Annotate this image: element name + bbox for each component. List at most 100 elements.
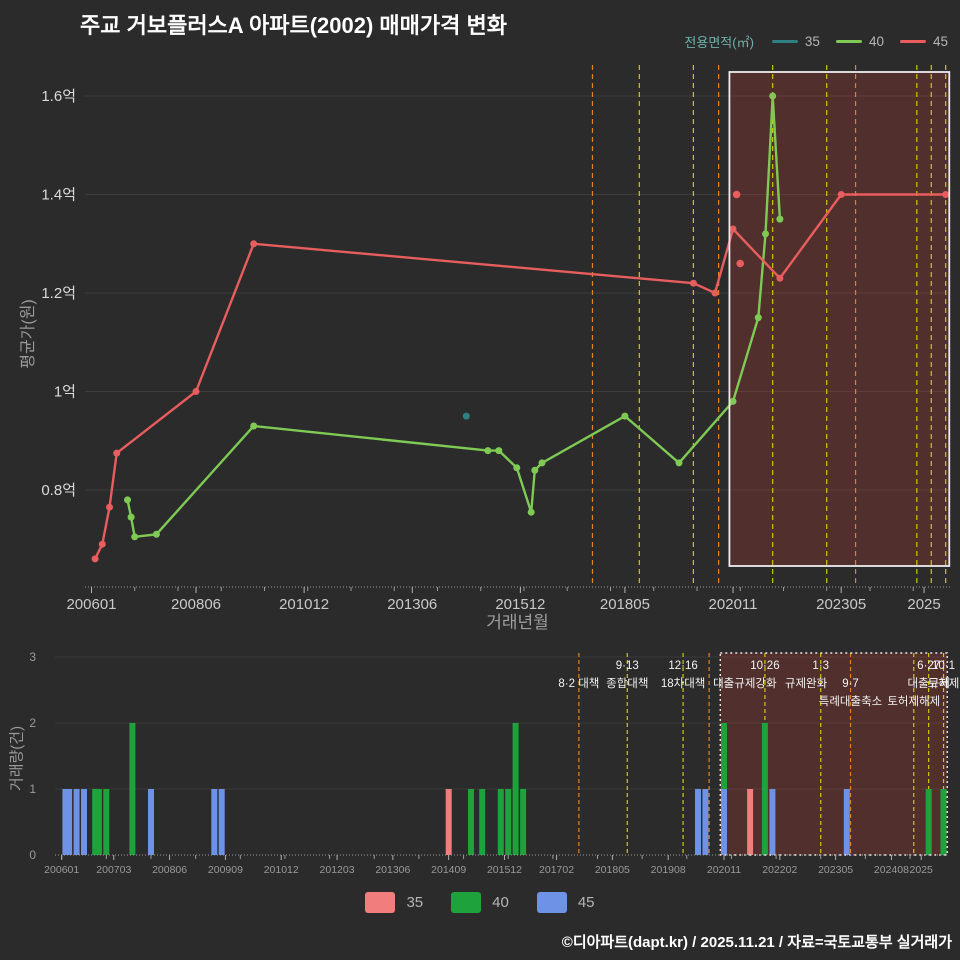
volume-x-tick-label: 202305	[818, 864, 853, 876]
price-y-tick-label: 1.6억	[41, 88, 76, 105]
volume-x-tick-label: 201306	[375, 864, 410, 876]
volume-x-tick-label: 200601	[44, 864, 79, 876]
price-x-axis-label: 거래년월	[486, 613, 549, 632]
price-point-40	[729, 397, 737, 405]
price-x-tick-label: 200601	[66, 596, 116, 613]
price-point-45	[98, 540, 106, 548]
price-point-40	[538, 459, 546, 467]
volume-x-tick-label: 200806	[152, 864, 187, 876]
size-legend: 35 40 45	[0, 892, 960, 913]
legend-label-40: 40	[868, 34, 884, 49]
price-point-45	[732, 190, 741, 199]
volume-bar-35	[445, 789, 452, 855]
highlight-region-fill	[729, 72, 950, 566]
volume-bar-45	[769, 789, 776, 855]
price-point-45	[776, 274, 784, 282]
volume-bar-45	[73, 789, 80, 855]
policy-label: 10·26	[750, 660, 779, 672]
price-point-40	[769, 92, 777, 100]
legend-label-45: 45	[577, 894, 595, 911]
volume-x-tick-label: 201805	[595, 864, 630, 876]
price-point-40	[131, 533, 139, 541]
price-point-40	[124, 496, 131, 504]
volume-y-tick-label: 3	[29, 650, 36, 664]
price-y-tick-label: 0.8억	[41, 482, 76, 499]
volume-bar-40	[92, 789, 99, 855]
volume-bar-45	[695, 789, 701, 855]
volume-bar-40	[103, 789, 110, 855]
volume-bar-40	[497, 789, 504, 855]
volume-bar-45	[148, 789, 154, 855]
volume-bar-40	[512, 723, 519, 855]
policy-label: 9·13	[616, 660, 639, 672]
highlight-region-border	[719, 652, 948, 856]
price-x-tick-label: 200806	[171, 596, 221, 613]
volume-x-tick-label: 201512	[487, 864, 522, 876]
policy-label: 8·2 대책	[558, 676, 599, 690]
area-legend-item-35: 35	[771, 34, 820, 49]
price-y-tick-label: 1.4억	[41, 187, 76, 204]
highlight-region-border	[728, 71, 951, 567]
area-legend-item-45: 45	[899, 34, 948, 49]
page-title: 주교 거보플러스A 아파트(2002) 매매가격 변화	[80, 13, 507, 38]
legend-line-45	[899, 40, 926, 43]
volume-bar-45	[66, 789, 73, 855]
policy-label: 토허제해제	[887, 695, 940, 708]
volume-y-tick-label: 0	[29, 848, 36, 862]
volume-y-tick-label: 1	[29, 782, 36, 796]
legend-label-40: 40	[492, 894, 509, 911]
price-point-40	[513, 464, 521, 472]
legend-line-40	[835, 40, 862, 43]
policy-label: 대출규제강화	[713, 677, 777, 690]
price-point-45	[689, 279, 697, 287]
volume-bar-40	[761, 723, 768, 855]
price-point-40	[484, 447, 492, 455]
price-point-35	[462, 412, 470, 420]
volume-bar-45	[843, 789, 850, 855]
price-point-45	[113, 449, 121, 457]
highlight-region-fill	[720, 653, 948, 855]
volume-bar-40	[468, 789, 474, 855]
price-point-40	[621, 412, 629, 420]
volume-bar-45	[211, 789, 218, 855]
policy-label: 대출규제	[908, 677, 950, 690]
price-point-40	[675, 459, 683, 467]
volume-x-tick-label: 201203	[320, 864, 355, 876]
size-legend-item-35: 35	[365, 892, 423, 913]
legend-label-35: 35	[406, 894, 424, 911]
price-x-tick-label: 202011	[709, 596, 758, 613]
price-point-40	[250, 422, 258, 430]
volume-bar-40	[505, 789, 512, 855]
price-point-45	[942, 191, 950, 198]
price-point-40	[762, 230, 769, 238]
price-point-45	[250, 240, 258, 248]
policy-label: 10·1	[932, 660, 955, 672]
price-point-45	[736, 259, 744, 268]
volume-bar-45	[81, 789, 87, 855]
volume-x-tick-label: 201908	[651, 864, 686, 876]
volume-bar-45	[218, 789, 225, 855]
price-point-40	[152, 530, 160, 538]
area-legend-item-40: 40	[835, 34, 884, 49]
price-point-40	[495, 447, 503, 455]
volume-x-tick-label: 200909	[208, 864, 243, 876]
volume-bar-45	[721, 789, 727, 855]
price-point-40	[531, 466, 539, 474]
volume-bar-40	[520, 789, 527, 855]
price-point-45	[106, 503, 113, 511]
policy-label: 9·7	[842, 678, 859, 690]
price-x-tick-label: 201306	[387, 596, 437, 613]
volume-x-tick-label: 202202	[762, 864, 797, 876]
area-legend: 전용면적(㎡) 35 40 45	[684, 32, 948, 51]
volume-bar-40	[925, 789, 932, 855]
price-point-40	[127, 513, 135, 521]
policy-label: 규제완화	[785, 677, 828, 690]
volume-bar-45	[62, 789, 69, 855]
price-x-tick-label: 201512	[495, 596, 545, 613]
legend-label-45: 45	[932, 34, 948, 49]
legend-line-35	[771, 40, 798, 43]
price-y-tick-label: 1억	[54, 384, 76, 401]
volume-chart: 0 1 2 3 8·2 대책 9·13 종합대책 12·16 18차대책 대출규제강화 10·26 규…	[29, 650, 959, 876]
area-legend-label: 전용면적(㎡)	[684, 35, 754, 50]
